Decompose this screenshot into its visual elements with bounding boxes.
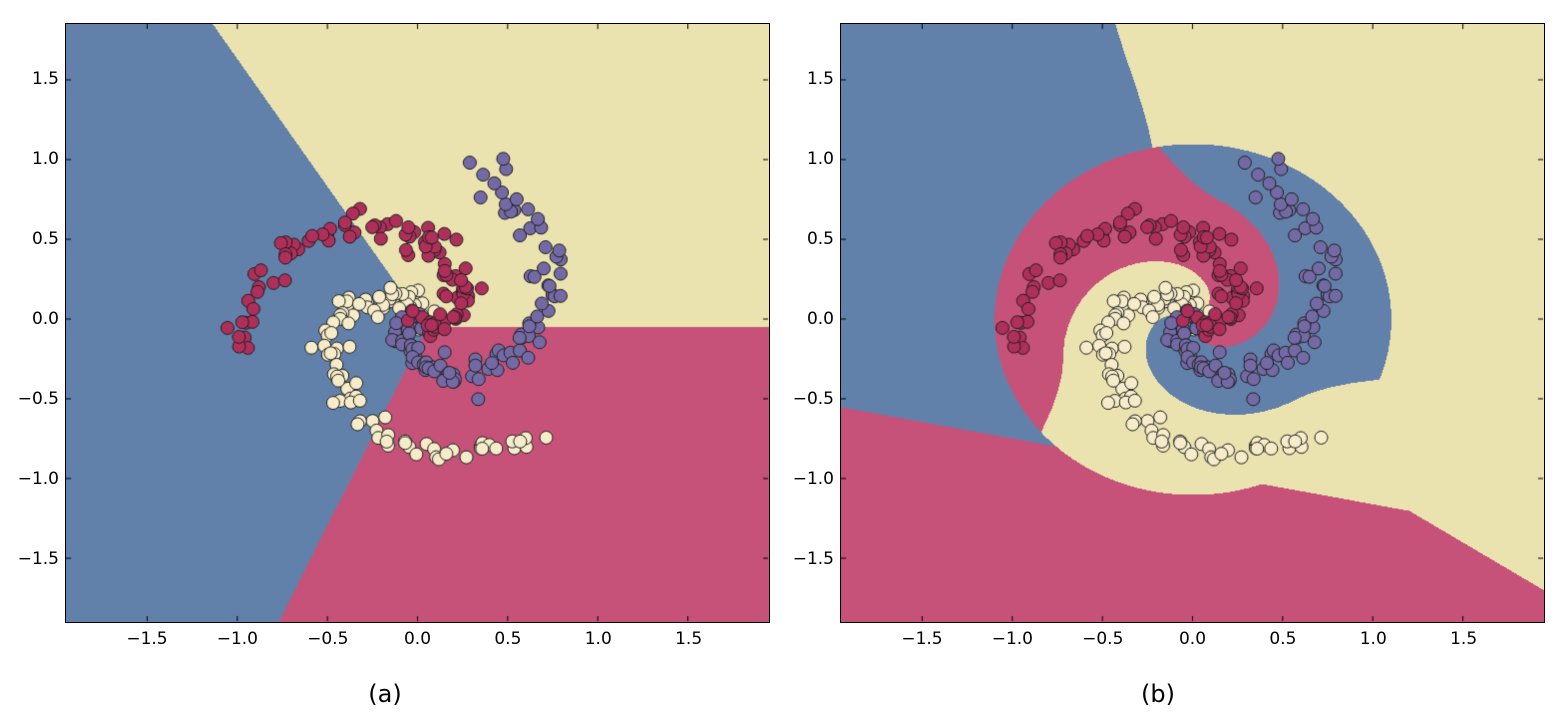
xtick-label: 1.5 xyxy=(669,629,709,649)
panel-a-canvas xyxy=(66,24,769,622)
ytick-label: 0.0 xyxy=(13,309,59,329)
ytick-label: −0.5 xyxy=(13,389,59,409)
ytick-label: 0.0 xyxy=(788,309,834,329)
panel-a-axes xyxy=(65,23,770,623)
xtick-label: 1.0 xyxy=(578,629,618,649)
figure: −1.5 −1.0 −0.5 0.0 0.5 1.0 1.5 −1.5 −1.0 −0.5 0.0 0… xyxy=(0,0,1559,717)
ytick-label: −1.5 xyxy=(13,549,59,569)
xtick-label: −1.5 xyxy=(126,629,166,649)
panel-a xyxy=(65,23,770,623)
xtick-label: 1.5 xyxy=(1444,629,1484,649)
xtick-label: −1.0 xyxy=(217,629,257,649)
panel-a-caption: (a) xyxy=(335,680,435,708)
panel-b-canvas xyxy=(841,24,1544,622)
xtick-label: −1.5 xyxy=(901,629,941,649)
xtick-label: −0.5 xyxy=(1082,629,1122,649)
ytick-label: 1.0 xyxy=(788,149,834,169)
ytick-label: 1.5 xyxy=(13,69,59,89)
panel-b-caption: (b) xyxy=(1108,680,1208,708)
panel-b xyxy=(840,23,1545,623)
ytick-label: 0.5 xyxy=(13,229,59,249)
xtick-label: 0.5 xyxy=(1263,629,1303,649)
ytick-label: −0.5 xyxy=(788,389,834,409)
xtick-label: 1.0 xyxy=(1353,629,1393,649)
ytick-label: 1.0 xyxy=(13,149,59,169)
panel-b-axes xyxy=(840,23,1545,623)
xtick-label: 0.0 xyxy=(1173,629,1213,649)
ytick-label: −1.0 xyxy=(13,469,59,489)
xtick-label: −1.0 xyxy=(992,629,1032,649)
ytick-label: 0.5 xyxy=(788,229,834,249)
xtick-label: 0.5 xyxy=(488,629,528,649)
xtick-label: −0.5 xyxy=(307,629,347,649)
xtick-label: 0.0 xyxy=(398,629,438,649)
ytick-label: −1.5 xyxy=(788,549,834,569)
ytick-label: 1.5 xyxy=(788,69,834,89)
ytick-label: −1.0 xyxy=(788,469,834,489)
